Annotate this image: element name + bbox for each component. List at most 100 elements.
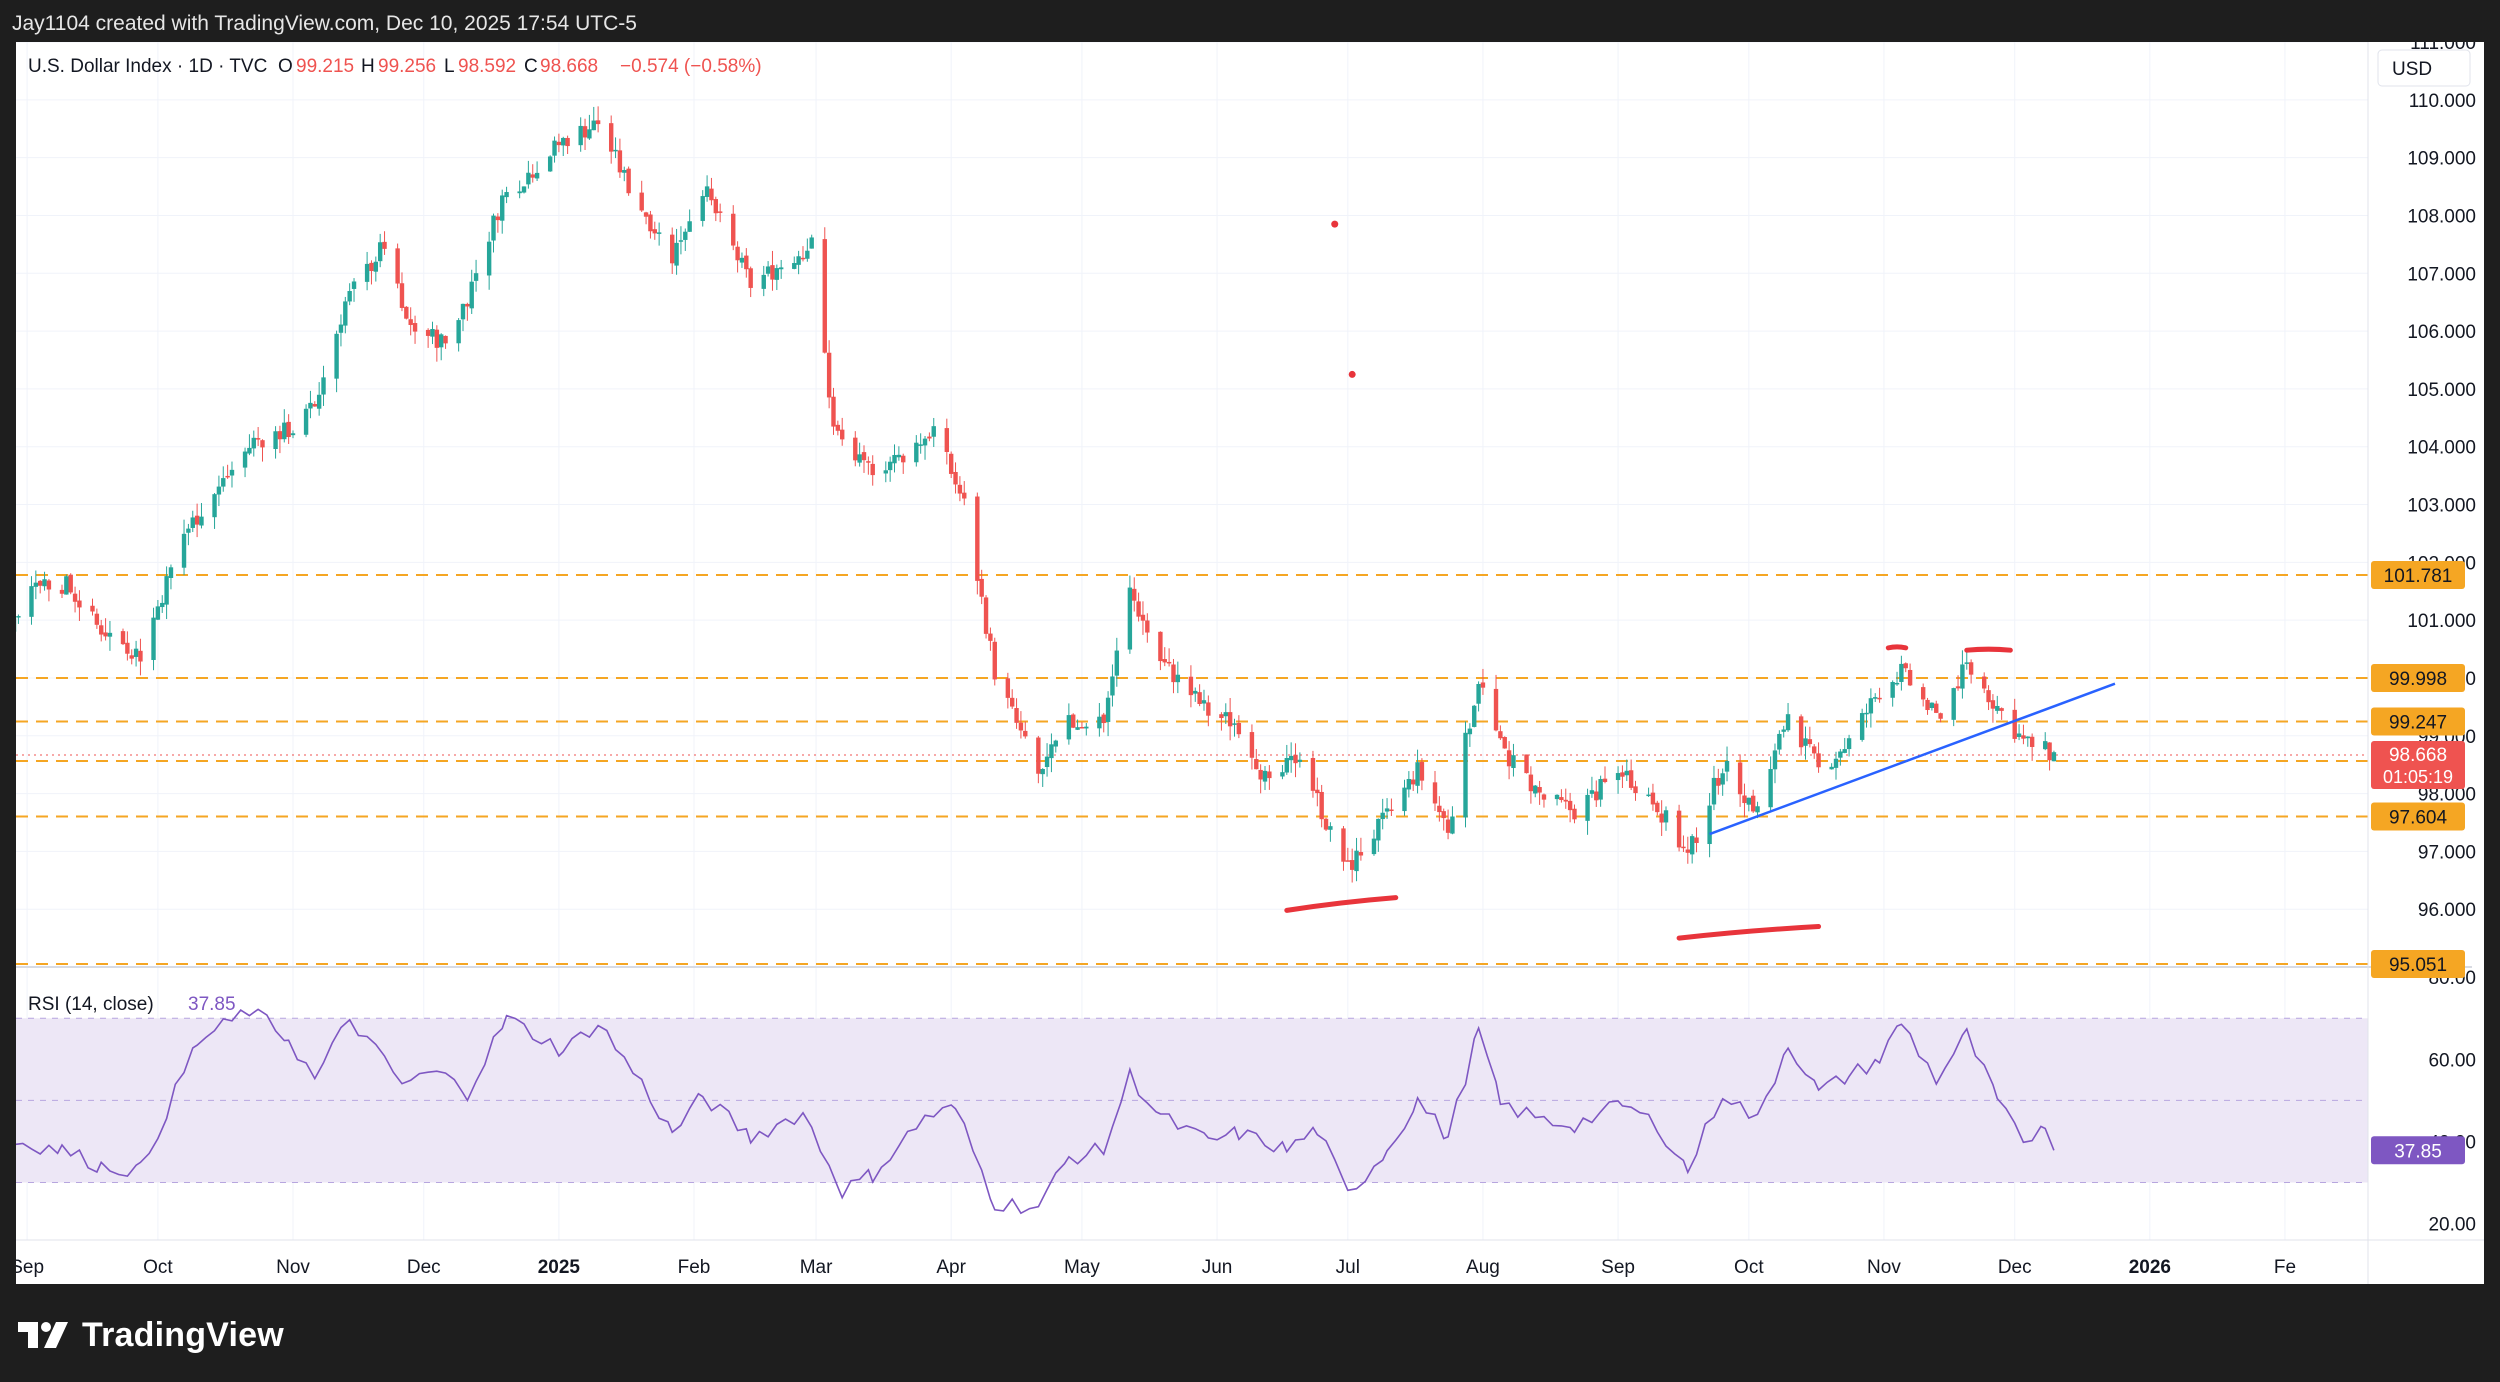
candle-body (1711, 777, 1717, 805)
candle-body (351, 281, 357, 289)
highlight-stroke[interactable] (1676, 924, 1822, 941)
candle-body (1750, 795, 1756, 812)
candle-body (1676, 810, 1682, 848)
candle-body (1964, 662, 1969, 664)
candle-body (887, 461, 893, 471)
chart-panel[interactable]: 111.000 110.000 109.000 108.000 107.000 106.0… (16, 42, 2484, 1284)
level-price-badge (2371, 707, 2465, 736)
candle-body (160, 602, 165, 608)
candle-body (1502, 737, 1507, 749)
candle-body (1999, 708, 2004, 711)
candle-body (1018, 722, 1024, 731)
candle-body (1746, 797, 1752, 805)
candle-body (1288, 755, 1294, 761)
candle-body (1310, 757, 1316, 791)
tradingview-brand[interactable]: TradingView (18, 1310, 284, 1360)
candle-body (587, 129, 592, 139)
candle-body (983, 597, 989, 634)
candle-body (744, 255, 749, 270)
candle-body (731, 213, 736, 246)
candle-body (1877, 697, 1882, 700)
candle-body (1934, 703, 1939, 713)
candle-body (1768, 769, 1773, 808)
candle-body (892, 454, 897, 464)
candle-body (1232, 723, 1237, 725)
candle-body (1681, 846, 1686, 849)
candle-body (103, 632, 108, 637)
candle-body (221, 478, 226, 487)
time-tick-label: Sep (1601, 1257, 1635, 1278)
candle-body (1873, 697, 1878, 699)
candle-body (430, 328, 435, 337)
time-tick-label: Nov (1867, 1257, 1901, 1278)
candle-body (1315, 789, 1320, 794)
candle-body (338, 324, 344, 333)
candle-body (1628, 770, 1634, 788)
marker-dot[interactable] (1348, 370, 1356, 378)
candle-body (1036, 737, 1041, 774)
candle-body (643, 212, 649, 217)
currency-button[interactable] (2377, 49, 2471, 87)
level-price-label: 95.051 (2389, 955, 2447, 976)
time-tick-label: Dec (1998, 1257, 2032, 1278)
candle-body (652, 229, 657, 234)
highlight-stroke[interactable] (1885, 644, 1909, 651)
legend-low-value: 98.592 (458, 56, 516, 77)
candle-body (260, 440, 265, 448)
candle-body (72, 593, 78, 602)
time-tick-label: May (1064, 1257, 1100, 1278)
candle-body (1838, 751, 1843, 758)
candle-body (1829, 766, 1834, 770)
marker-dot[interactable] (1331, 220, 1339, 228)
candle-body (774, 268, 780, 280)
candle-body (840, 429, 845, 440)
candle-body (1132, 588, 1137, 601)
candle-body (33, 582, 39, 587)
chart-canvas[interactable]: 111.000110.000109.000108.000107.000106.0… (16, 42, 2484, 1284)
candle-body (1267, 771, 1272, 779)
level-price-badge (2371, 802, 2465, 831)
candle-body (1384, 808, 1390, 812)
price-tick-label: 96.000 (2418, 900, 2476, 921)
trendline[interactable] (1709, 682, 2116, 836)
highlight-stroke[interactable] (1284, 895, 1399, 913)
candle-body (1201, 700, 1207, 704)
candle-body (251, 437, 256, 449)
candle-body (277, 431, 283, 440)
candle-body (1663, 810, 1669, 823)
candle-body (1463, 732, 1468, 818)
time-tick-label: Jun (1202, 1257, 1233, 1278)
candle-body (1206, 702, 1211, 716)
candle-body (1193, 690, 1198, 694)
candle-body (1162, 659, 1167, 663)
candle-body (517, 191, 522, 194)
candle-body (1742, 795, 1747, 804)
candle-body (404, 306, 409, 319)
candle-body (1402, 787, 1407, 812)
candle-body (1158, 631, 1163, 662)
candle-body (1419, 762, 1425, 781)
candle-body (683, 231, 688, 240)
legend-open-value: 99.215 (296, 56, 354, 77)
candle-body (1066, 715, 1072, 740)
candle-body (800, 257, 806, 260)
legend-change: −0.574 (−0.58%) (620, 56, 762, 77)
candle-body (1995, 705, 2000, 711)
last-price-label: 98.668 (2389, 745, 2447, 766)
candle-body (547, 156, 553, 172)
candle-body (739, 257, 745, 263)
highlight-stroke[interactable] (1964, 646, 2013, 653)
candle-body (883, 470, 888, 474)
candle-body (373, 261, 379, 272)
candle-body (59, 589, 65, 594)
candle-body (2012, 709, 2017, 739)
candle-body (2043, 741, 2048, 750)
candle-body (931, 426, 936, 437)
candle-body (1389, 809, 1394, 812)
candle-body (1528, 774, 1534, 792)
candle-body (1441, 811, 1446, 819)
candle-body (613, 149, 618, 152)
time-tick-label: 2025 (538, 1257, 581, 1278)
price-tick-label: 108.000 (2407, 206, 2476, 227)
candle-body (465, 303, 470, 307)
